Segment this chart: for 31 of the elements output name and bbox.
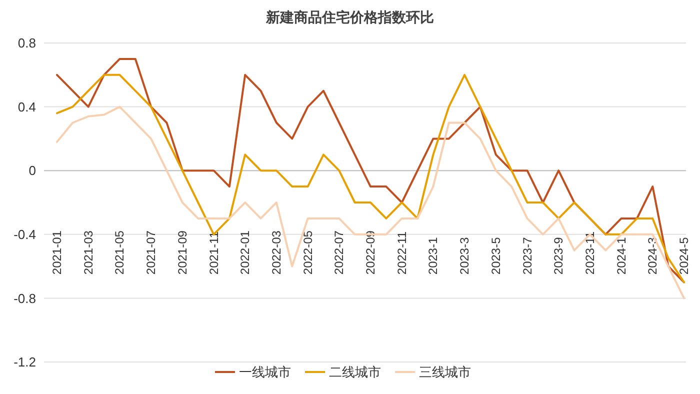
x-tick-label: 2024-1 (614, 236, 628, 275)
y-tick-label: -1.2 (14, 354, 36, 370)
x-tick-label: 2021-05 (112, 230, 127, 275)
x-tick-label: 2021-03 (81, 230, 96, 275)
x-tick-label: 2024-5 (677, 236, 691, 275)
y-tick-label: 0.4 (18, 99, 36, 114)
chart-title: 新建商品住宅价格指数环比 (265, 9, 434, 25)
x-tick-label: 2023-3 (458, 236, 472, 275)
x-tick-label: 2023-11 (582, 231, 597, 275)
y-tick-label: -0.8 (14, 290, 36, 306)
x-tick-label: 2022-07 (332, 230, 346, 275)
y-tick-label: 0 (28, 163, 36, 178)
x-tick-label: 2023-7 (520, 236, 534, 275)
x-tick-label: 2022-09 (364, 230, 378, 275)
x-tick-label: 2021-07 (144, 230, 158, 275)
x-tick-label: 2021-01 (50, 230, 64, 275)
legend-label: 二线城市 (329, 364, 381, 380)
legend-label: 一线城市 (239, 364, 291, 380)
legend-label: 三线城市 (419, 364, 471, 380)
x-tick-label: 2023-1 (426, 236, 440, 275)
x-tick-label: 2023-9 (552, 236, 566, 275)
x-tick-label: 2023-5 (488, 236, 503, 275)
x-tick-label: 2021-11 (206, 231, 221, 275)
y-tick-label: -0.4 (14, 226, 36, 242)
x-tick-label: 2022-01 (238, 230, 252, 275)
y-tick-label: 0.8 (18, 36, 36, 51)
x-tick-label: 2022-03 (269, 230, 284, 275)
x-tick-label: 2024-3 (646, 236, 660, 275)
x-tick-label: 2022-05 (300, 230, 315, 275)
x-tick-label: 2022-11 (394, 231, 409, 275)
x-tick-label: 2021-09 (175, 230, 190, 275)
